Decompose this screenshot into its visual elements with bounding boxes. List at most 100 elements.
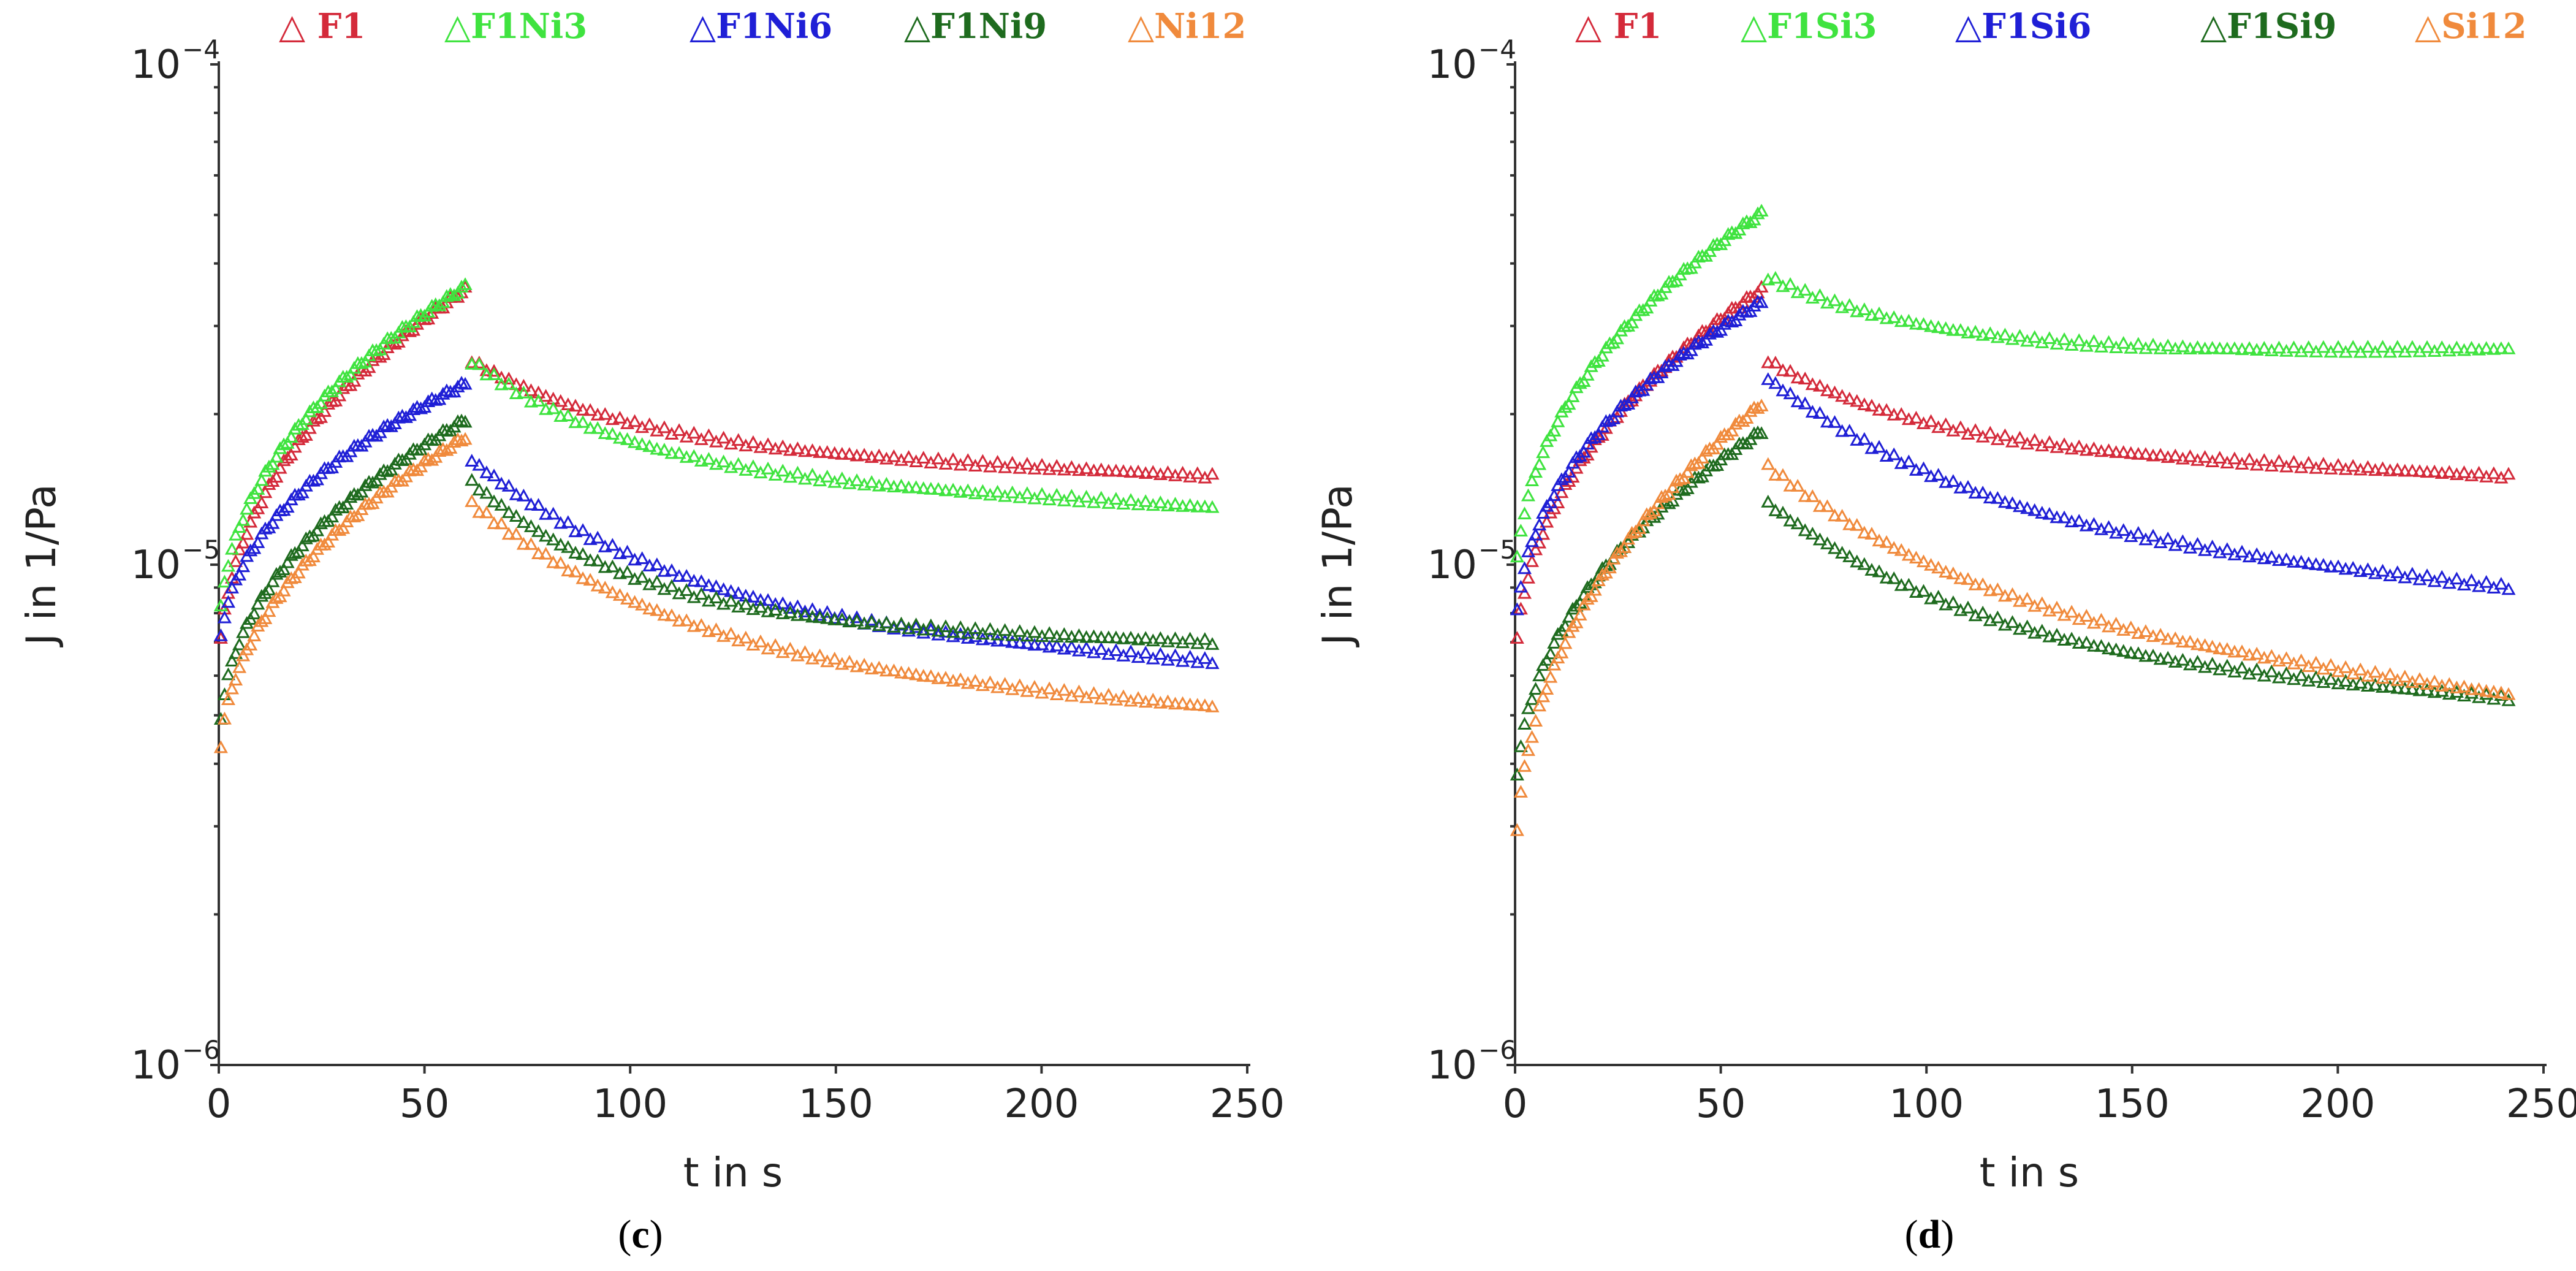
data-point [1872, 440, 1886, 453]
data-point [576, 414, 590, 428]
data-point [1598, 421, 1613, 434]
data-point [232, 520, 247, 533]
data-point [1554, 645, 1569, 658]
data-point [265, 516, 280, 529]
data-point [612, 566, 627, 579]
data-point [509, 527, 523, 540]
data-point [1146, 692, 1160, 706]
data-point [2094, 444, 2109, 457]
data-point [2279, 651, 2294, 665]
data-point [813, 648, 827, 662]
data-point [1064, 460, 1079, 473]
data-point [2190, 536, 2205, 550]
data-point [2190, 340, 2205, 353]
data-point [447, 288, 462, 302]
data-point [583, 421, 598, 434]
data-point [509, 386, 523, 400]
data-point [2101, 520, 2116, 533]
data-point [1153, 631, 1168, 644]
data-point [1909, 410, 1923, 424]
data-point [1886, 310, 1901, 323]
data-point [1747, 212, 1761, 226]
y-tick-label: 10 −4 [131, 34, 220, 88]
data-point [2013, 499, 2027, 513]
data-point [1725, 315, 1739, 328]
data-point [1725, 423, 1739, 437]
data-point [232, 542, 247, 555]
data-point [1521, 571, 1536, 584]
data-point [568, 415, 583, 429]
data-point [2420, 340, 2434, 353]
data-point [2086, 638, 2101, 652]
data-point [2464, 682, 2479, 695]
data-point [657, 420, 672, 433]
data-point [553, 537, 568, 551]
data-point [2405, 464, 2420, 477]
data-point [590, 407, 605, 421]
data-point [494, 498, 509, 511]
data-point [436, 295, 450, 308]
data-point [2390, 565, 2405, 578]
data-point [553, 555, 568, 569]
data-point [642, 439, 657, 452]
data-point [2168, 631, 2183, 644]
data-point [1812, 378, 1827, 392]
data-point [2412, 683, 2427, 697]
data-point [1632, 521, 1647, 535]
data-point [783, 641, 797, 655]
data-point [628, 435, 642, 448]
data-point [975, 454, 990, 467]
data-point [1035, 637, 1049, 651]
data-point [1606, 411, 1620, 424]
data-point [228, 554, 243, 567]
data-point [1517, 759, 1532, 772]
data-point [953, 620, 968, 633]
data-point [2279, 666, 2294, 679]
data-point [664, 563, 679, 576]
data-point [1909, 551, 1923, 564]
data-point [2205, 657, 2220, 670]
data-point [1750, 206, 1765, 219]
data-point [546, 506, 561, 520]
data-point [998, 677, 1013, 690]
data-point [849, 473, 864, 486]
data-point [1536, 506, 1551, 519]
data-point [598, 426, 612, 439]
data-point [2412, 464, 2427, 477]
data-point [1879, 311, 1894, 324]
data-point [1510, 768, 1524, 781]
data-point [1754, 295, 1769, 308]
data-point [501, 372, 516, 384]
data-point [635, 570, 650, 583]
data-point [2160, 532, 2175, 544]
data-point [2035, 596, 2050, 609]
data-point [2131, 646, 2146, 660]
data-point [1983, 490, 1997, 503]
data-point [432, 444, 447, 457]
data-point [358, 354, 373, 368]
data-point [1946, 567, 1961, 579]
data-point [1532, 535, 1547, 549]
data-point [2449, 340, 2464, 354]
data-point [805, 467, 820, 481]
data-point [746, 459, 761, 473]
data-point [421, 394, 436, 408]
data-point [2249, 646, 2264, 660]
data-point [694, 574, 709, 587]
data-point [761, 437, 775, 451]
data-point [1524, 730, 1540, 743]
data-point [2160, 338, 2175, 352]
data-point [1901, 454, 1916, 468]
data-point [325, 384, 340, 397]
data-point [2309, 670, 2323, 683]
data-point [291, 544, 306, 558]
data-point [553, 394, 568, 407]
data-point [1975, 577, 1990, 590]
data-point [2449, 681, 2464, 693]
data-point [1894, 314, 1909, 327]
data-point [1587, 582, 1602, 596]
data-point [509, 487, 523, 500]
data-point [2050, 600, 2064, 614]
data-point [916, 451, 931, 464]
data-point [1805, 527, 1820, 540]
